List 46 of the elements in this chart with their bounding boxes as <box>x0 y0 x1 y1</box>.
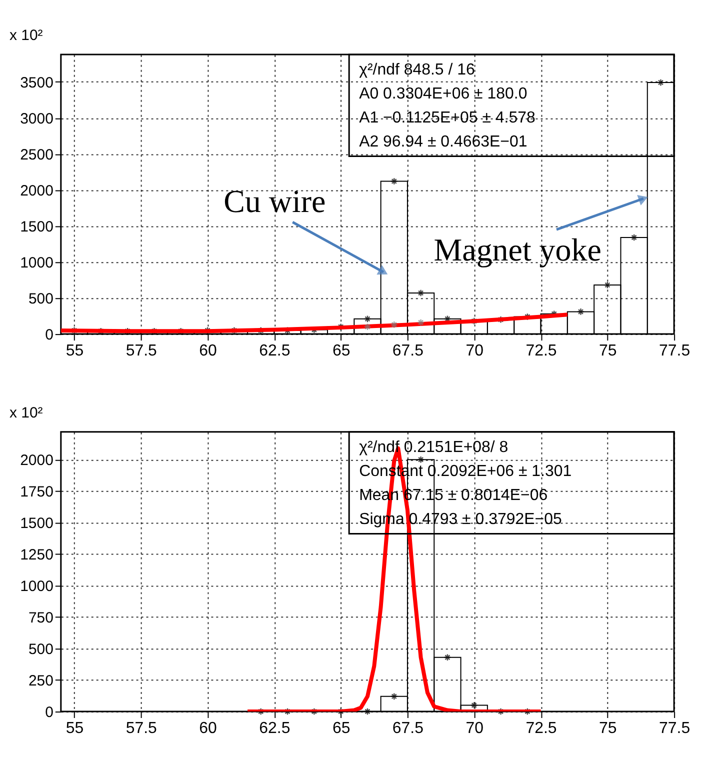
x-tick-label: 70 <box>466 720 484 737</box>
y-tick-label: 0 <box>45 704 54 722</box>
x-tick-label: 62.5 <box>259 342 290 360</box>
annotation: Magnet yoke <box>434 232 602 268</box>
x-tick-label: 62.5 <box>259 720 290 737</box>
x-tick-label: 55 <box>66 720 84 737</box>
x-tick-label: 75 <box>599 342 617 360</box>
x-tick-label: 60 <box>199 342 218 360</box>
annotation: A0 0.3304E+06 ± 180.0 <box>359 85 528 102</box>
annotation: χ²/ndf 848.5 / 16 <box>359 61 475 78</box>
y-tick-label: 3000 <box>20 110 54 128</box>
y-axis-title: x 10² <box>9 404 43 422</box>
x-tick-label: 77.5 <box>659 720 690 737</box>
y-tick-label: 1250 <box>20 546 54 564</box>
x-tick-label: 57.5 <box>126 342 158 360</box>
annotation: χ²/ndf 0.2151E+08/ 8 <box>359 438 508 456</box>
y-tick-label: 1750 <box>20 484 54 501</box>
y-tick-label: 500 <box>28 290 54 308</box>
annotation: A1 −0.1125E+05 ± 4.578 <box>359 109 536 126</box>
x-tick-label: 60 <box>199 720 218 737</box>
y-tick-label: 3500 <box>20 74 54 92</box>
y-tick-label: 1000 <box>20 578 54 596</box>
x-tick-label: 55 <box>66 342 84 360</box>
x-tick-label: 75 <box>599 720 617 737</box>
annotation: Cu wire <box>224 184 326 220</box>
x-tick-label: 77.5 <box>659 342 690 360</box>
x-tick-label: 72.5 <box>526 720 557 737</box>
x-tick-label: 57.5 <box>126 720 158 737</box>
y-axis-title: x 10² <box>9 26 43 44</box>
y-tick-label: 1500 <box>20 218 54 236</box>
x-tick-label: 67.5 <box>392 342 424 360</box>
y-tick-label: 2000 <box>20 182 54 200</box>
y-tick-label: 1000 <box>20 254 54 272</box>
x-tick-label: 72.5 <box>526 342 557 360</box>
x-tick-label: 65 <box>332 720 350 737</box>
y-tick-label: 2000 <box>20 452 54 470</box>
x-tick-label: 70 <box>466 342 484 360</box>
y-tick-label: 750 <box>28 610 54 627</box>
y-tick-label: 250 <box>28 672 54 690</box>
y-tick-label: 1500 <box>20 515 54 532</box>
y-tick-label: 500 <box>28 641 54 658</box>
y-tick-label: 0 <box>45 326 54 344</box>
y-tick-label: 2500 <box>20 146 54 164</box>
x-tick-label: 67.5 <box>392 720 424 737</box>
annotation: A2 96.94 ± 0.4663E−01 <box>359 133 528 150</box>
x-tick-label: 65 <box>332 342 350 360</box>
